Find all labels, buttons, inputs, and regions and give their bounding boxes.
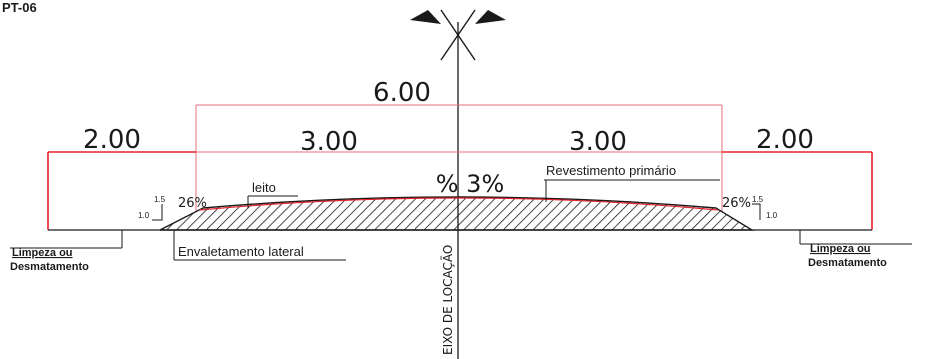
right-clearing-label-2: Desmatamento bbox=[808, 257, 887, 269]
left-ratio-h: 1.0 bbox=[138, 211, 150, 220]
roadbed-label: leito bbox=[252, 180, 276, 195]
left-ratio-v: 1.5 bbox=[154, 195, 166, 204]
surface-line bbox=[199, 197, 719, 211]
left-clearing-label-2: Desmatamento bbox=[10, 261, 89, 273]
crown-slope: % 3% bbox=[436, 170, 505, 198]
left-shoulder-box bbox=[47, 151, 196, 230]
right-shoulder-box bbox=[722, 151, 873, 230]
right-ratio-v: 1.5 bbox=[752, 195, 764, 204]
side-ditch-label: Envaletamento lateral bbox=[178, 244, 304, 259]
left-clearing-label-1: Limpeza ou bbox=[12, 247, 73, 259]
right-ratio-h: 1.0 bbox=[766, 211, 778, 220]
left-shoulder-width: 2.00 bbox=[83, 125, 141, 155]
left-side-slope: 26% bbox=[178, 196, 207, 211]
surface-label: Revestimento primário bbox=[546, 163, 676, 178]
total-width-value: 6.00 bbox=[373, 78, 431, 108]
total-width-dimension bbox=[195, 104, 723, 212]
sheet-code: PT-06 bbox=[2, 0, 37, 15]
axis-label: EIXO DE LOCAÇÃO bbox=[440, 245, 455, 355]
road-embankment bbox=[159, 196, 755, 231]
right-clearing-label-1: Limpeza ou bbox=[810, 243, 871, 255]
right-lane-width: 3.00 bbox=[569, 127, 627, 157]
right-side-slope: 26% bbox=[722, 196, 751, 211]
left-lane-width: 3.00 bbox=[300, 127, 358, 157]
right-shoulder-width: 2.00 bbox=[756, 125, 814, 155]
